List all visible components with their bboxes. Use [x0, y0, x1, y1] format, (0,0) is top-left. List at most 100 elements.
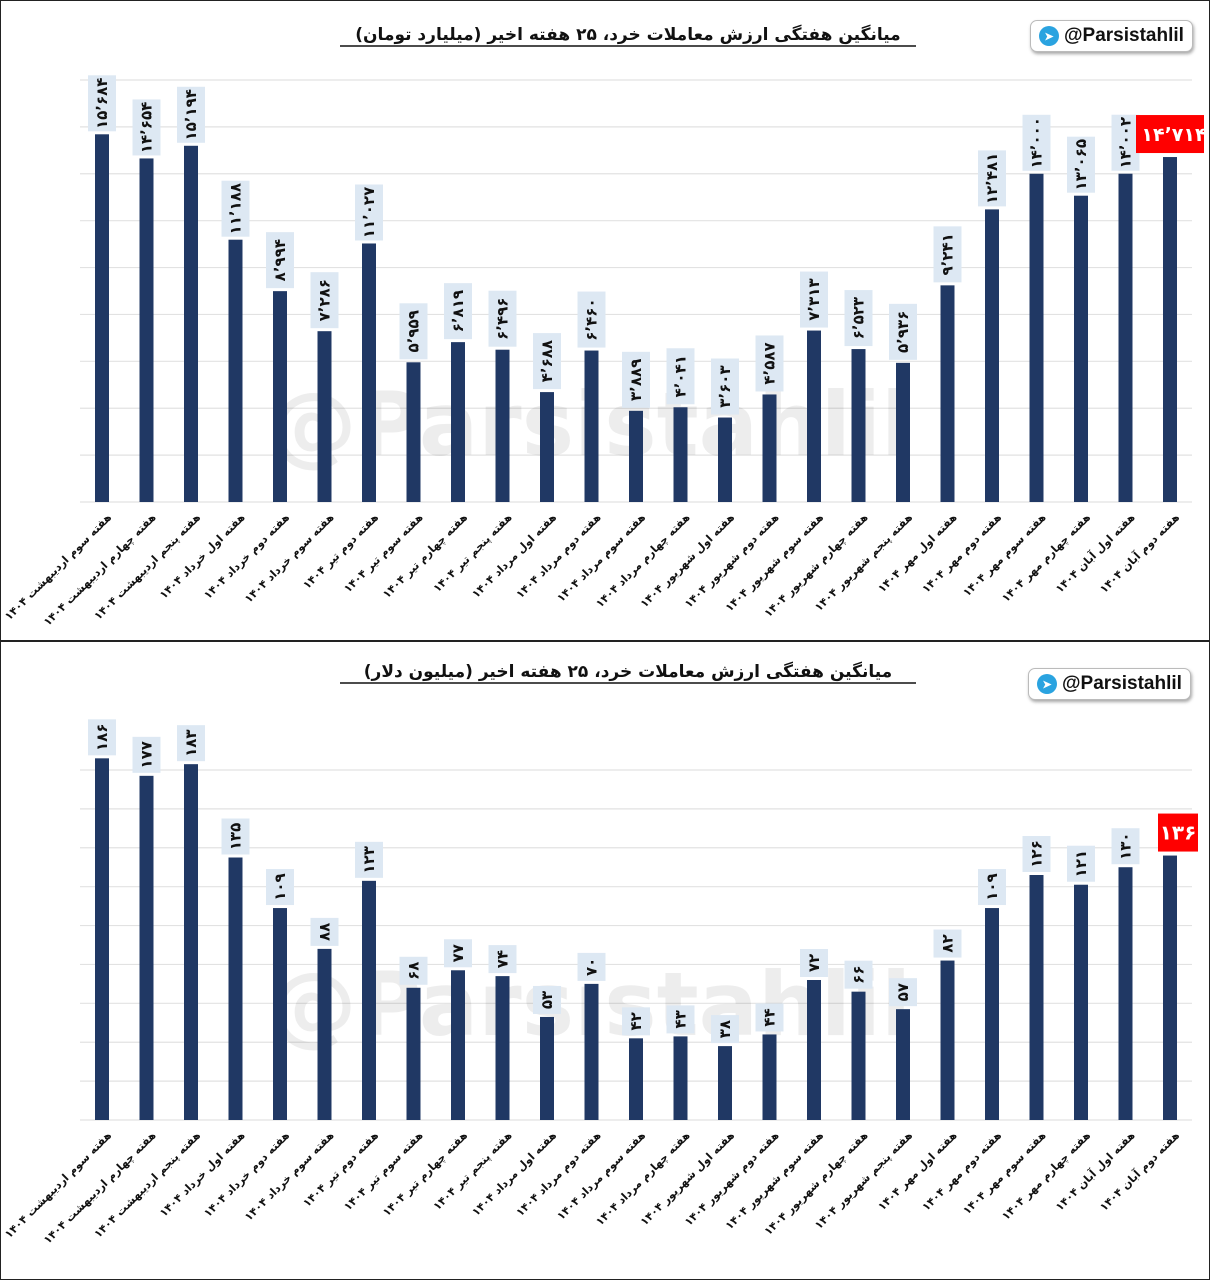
data-label-box — [711, 1015, 739, 1044]
x-tick-label: هفته اول خرداد ۱۴۰۴ — [157, 511, 248, 602]
highlight-label-box — [1158, 813, 1198, 852]
data-label-box — [399, 303, 428, 360]
chart-title: میانگین هفتگی ارزش معاملات خرد، ۲۵ هفته … — [364, 661, 892, 682]
data-label: ۷٬۳۱۳ — [805, 278, 823, 320]
panel-toman — [0, 0, 1210, 641]
bar — [362, 880, 376, 1120]
data-label-box — [755, 335, 784, 392]
data-label: ۳٬۶۰۳ — [716, 365, 734, 407]
data-label-box — [177, 86, 205, 143]
data-label-box — [1067, 136, 1095, 193]
bar — [139, 158, 154, 502]
x-tick-label: هفته دوم تیر ۱۴۰۴ — [300, 511, 381, 592]
data-label: ۷٬۲۸۶ — [316, 279, 334, 321]
data-label: ۷۰ — [583, 958, 601, 976]
bar — [1118, 173, 1133, 502]
data-label: ۳٬۸۸۹ — [627, 359, 645, 401]
data-label-box — [310, 917, 339, 946]
data-label: ۱۲٬۴۸۱ — [983, 153, 1001, 204]
bar — [228, 857, 243, 1120]
x-tick-label: هفته دوم مرداد ۱۴۰۴ — [514, 511, 604, 601]
x-tick-label: هفته اول مهر ۱۴۰۴ — [875, 511, 959, 595]
x-tick-label: هفته دوم تیر ۱۴۰۴ — [300, 1129, 381, 1210]
data-label-box — [1022, 836, 1051, 872]
x-tick-label: هفته چهارم مهر ۱۴۰۴ — [999, 511, 1093, 605]
x-tick-label: هفته سوم مرداد ۱۴۰۴ — [554, 1129, 648, 1223]
bar — [673, 1036, 688, 1120]
data-label-box — [132, 99, 161, 156]
bar — [1163, 855, 1177, 1120]
data-label-box — [1111, 114, 1140, 171]
bar — [807, 330, 821, 502]
data-label: ۸۸ — [316, 923, 334, 941]
data-label: ۷۴ — [494, 950, 512, 968]
bar — [451, 342, 465, 502]
highlight-data-label: ۱۳۶ — [1160, 821, 1197, 845]
data-label-box — [755, 1003, 784, 1032]
bar — [184, 145, 198, 503]
x-tick-label: هفته دوم مهر ۱۴۰۴ — [920, 511, 1005, 596]
bar — [228, 239, 243, 502]
data-label: ۴۲ — [627, 1012, 645, 1030]
bar — [273, 908, 287, 1120]
data-label-box — [978, 869, 1006, 906]
bar — [317, 331, 332, 502]
data-label-box — [221, 818, 250, 855]
bar — [540, 1016, 554, 1120]
data-label-box — [666, 348, 695, 405]
data-label-box — [711, 358, 739, 415]
data-label: ۶۸ — [405, 962, 423, 980]
data-label: ۴٬۰۴۱ — [672, 355, 690, 397]
data-label: ۶٬۵۲۳ — [850, 297, 868, 339]
bar — [985, 209, 999, 502]
data-label: ۴٬۶۸۸ — [538, 340, 556, 382]
x-tick-label: هفته سوم تیر ۱۴۰۴ — [341, 511, 425, 595]
bar — [406, 362, 421, 502]
data-label-box — [221, 180, 250, 237]
x-tick-label: هفته سوم مهر ۱۴۰۴ — [960, 511, 1048, 599]
data-label: ۴۴ — [761, 1008, 779, 1026]
bar — [718, 1046, 732, 1120]
data-label: ۹٬۲۴۱ — [939, 233, 957, 275]
data-label: ۶٬۸۱۹ — [449, 290, 467, 332]
chart-toman: @Parsistahlil میانگین هفتگی ارزش معاملات … — [2, 24, 1206, 628]
bar — [1029, 173, 1044, 502]
x-tick-label: هفته پنجم تیر ۱۴۰۴ — [431, 1129, 515, 1213]
data-label: ۱۴٬۰۰۲ — [1117, 117, 1135, 168]
x-tick-label: هفته چهارم مهر ۱۴۰۴ — [999, 1129, 1093, 1223]
data-label: ۱۱٬۰۲۷ — [360, 187, 378, 238]
data-label: ۱۴٬۶۵۴ — [138, 102, 156, 153]
brand-handle: @Parsistahlil — [1064, 25, 1184, 46]
bar — [896, 362, 910, 502]
bar — [584, 350, 599, 502]
data-label: ۶٬۴۶۰ — [583, 298, 601, 340]
brand-handle: @Parsistahlil — [1062, 673, 1182, 694]
bar — [851, 349, 866, 502]
x-tick-label: هفته دوم مرداد ۱۴۰۴ — [514, 1129, 604, 1219]
data-label: ۱۵٬۶۸۴ — [93, 78, 111, 129]
data-label-box — [88, 75, 116, 132]
x-tick-label: هفته سوم تیر ۱۴۰۴ — [341, 1129, 425, 1213]
telegram-badge-bottom[interactable]: ➤ @Parsistahlil — [1028, 668, 1191, 700]
data-label-box — [533, 333, 561, 390]
bar — [1074, 195, 1088, 502]
x-tick-label: هفته دوم خرداد ۱۴۰۴ — [201, 511, 292, 602]
bar — [273, 291, 287, 502]
x-tick-label: هفته اول آبان ۱۴۰۴ — [1052, 1128, 1137, 1213]
data-label-box — [666, 1005, 695, 1034]
bar — [495, 349, 510, 502]
highlight-label-box — [1136, 115, 1204, 154]
x-tick-label: هفته دوم آبان ۱۴۰۴ — [1097, 1128, 1183, 1214]
data-label-box — [488, 290, 517, 347]
bar — [95, 134, 109, 502]
x-tick-label: هفته چهارم تیر ۱۴۰۴ — [380, 1129, 470, 1219]
data-label: ۱۳٬۰۶۵ — [1072, 139, 1090, 190]
x-tick-label: هفته پنجم تیر ۱۴۰۴ — [431, 511, 515, 595]
highlight-data-label: ۱۴٬۷۱۴ — [1141, 124, 1206, 146]
bar — [896, 1009, 910, 1120]
data-label-box — [533, 985, 561, 1014]
data-label-box — [444, 939, 472, 968]
bar — [584, 983, 599, 1120]
x-tick-label: هفته اول آبان ۱۴۰۴ — [1052, 510, 1137, 595]
telegram-badge-top[interactable]: ➤ @Parsistahlil — [1030, 20, 1193, 52]
